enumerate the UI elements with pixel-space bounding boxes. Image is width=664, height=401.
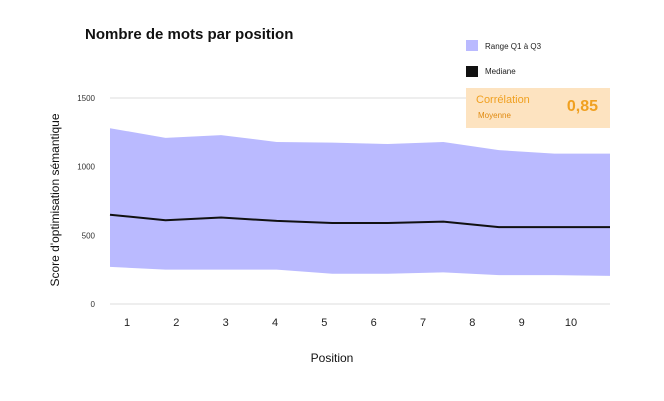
legend-swatch-range	[466, 40, 478, 51]
y-tick-label: 0	[91, 300, 96, 309]
y-tick-label: 1500	[77, 94, 95, 103]
x-tick-label: 3	[223, 317, 229, 329]
y-tick-label: 500	[82, 231, 96, 240]
chart-title: Nombre de mots par position	[85, 26, 293, 43]
legend-label-median: Mediane	[485, 67, 516, 76]
y-tick-label: 1000	[77, 163, 95, 172]
correlation-sublabel: Moyenne	[478, 111, 511, 120]
x-tick-label: 6	[371, 317, 377, 329]
legend-label-range: Range Q1 à Q3	[485, 42, 542, 51]
median-line	[109, 213, 610, 229]
correlation-value: 0,85	[567, 98, 598, 115]
x-tick-label: 2	[173, 317, 179, 329]
x-tick-label: 8	[469, 317, 475, 329]
x-tick-label: 10	[565, 317, 577, 329]
y-axis-label: Score d'optimisation sémantique	[48, 113, 62, 286]
q1-q3-range-band	[110, 128, 610, 276]
correlation-box	[466, 88, 610, 128]
x-axis-ticks: 1 2 3 4 5 6 7 8 9 10	[124, 317, 577, 329]
x-axis-label: Position	[311, 351, 354, 365]
x-tick-label: 4	[272, 317, 278, 329]
x-tick-label: 5	[321, 317, 327, 329]
legend-swatch-median	[466, 66, 478, 77]
x-tick-label: 1	[124, 317, 130, 329]
x-tick-label: 9	[519, 317, 525, 329]
y-axis-ticks: 0 500 1000 1500	[77, 94, 95, 309]
x-tick-label: 7	[420, 317, 426, 329]
correlation-label: Corrélation	[476, 94, 530, 106]
